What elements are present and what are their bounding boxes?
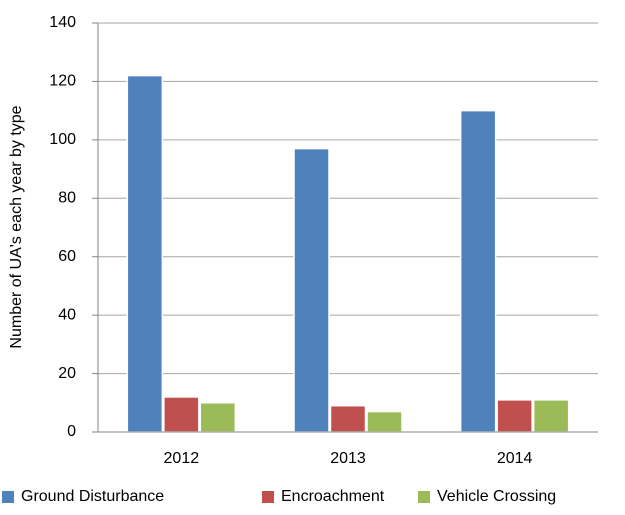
legend-swatch: [262, 491, 274, 503]
y-tick-label: 80: [58, 190, 76, 207]
y-tick-label: 60: [58, 248, 76, 265]
legend-label: Encroachment: [281, 488, 385, 505]
y-tick-label: 20: [58, 365, 76, 382]
legend-label: Vehicle Crossing: [437, 488, 556, 505]
bar: [163, 396, 200, 433]
bar: [532, 399, 570, 433]
bar: [329, 404, 367, 433]
bar: [126, 74, 164, 433]
bar: [199, 402, 237, 433]
x-tick-label: 2014: [497, 450, 533, 467]
y-tick-label: 100: [49, 131, 76, 148]
bar: [459, 109, 497, 433]
y-tick-label: 120: [49, 73, 76, 90]
bar: [496, 399, 533, 433]
y-tick-label: 0: [67, 423, 76, 440]
legend-label: Ground Disturbance: [21, 488, 164, 505]
bar: [293, 147, 330, 433]
x-tick-label: 2012: [164, 450, 200, 467]
bar: [366, 410, 403, 433]
y-tick-label: 40: [58, 306, 76, 323]
x-tick-label: 2013: [330, 450, 366, 467]
y-axis-label: Number of UA's each year by type: [8, 105, 25, 348]
y-tick-label: 140: [49, 14, 76, 31]
legend-swatch: [418, 491, 430, 503]
legend-swatch: [2, 491, 14, 503]
